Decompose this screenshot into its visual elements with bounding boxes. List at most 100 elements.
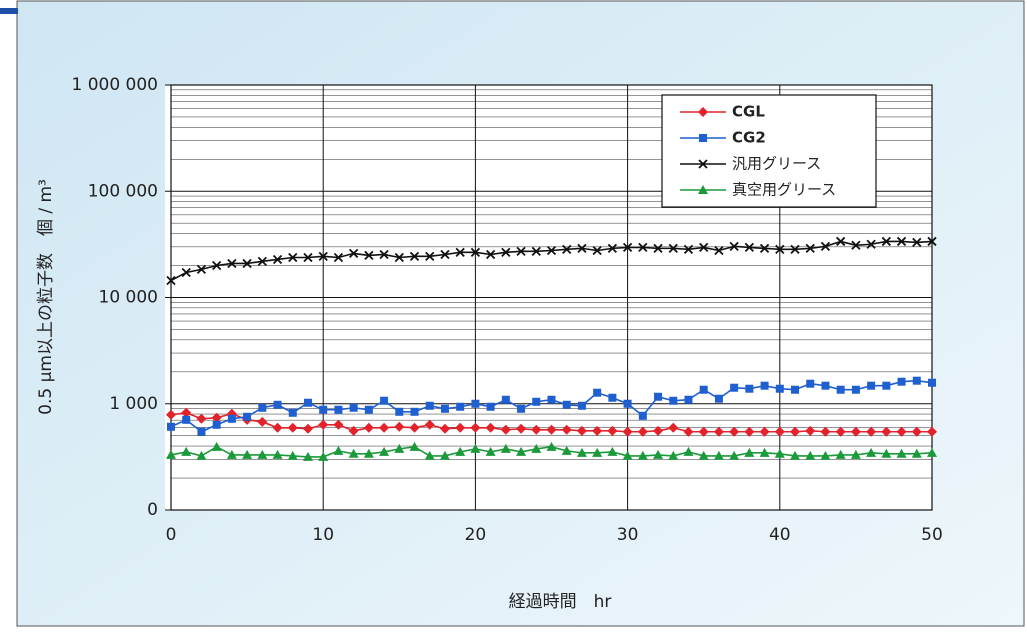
- marker: [196, 450, 207, 460]
- corner-bar: [0, 8, 18, 14]
- marker: [531, 246, 541, 256]
- legend-box: [661, 94, 877, 208]
- marker: [821, 381, 830, 390]
- marker: [409, 422, 420, 433]
- marker: [546, 424, 557, 435]
- legend-label: 真空用グリース: [732, 181, 836, 199]
- x-tick-label: 20: [465, 525, 487, 545]
- marker: [333, 419, 344, 430]
- legend-label: CGL: [732, 103, 765, 121]
- marker: [699, 134, 707, 142]
- marker: [439, 450, 450, 460]
- x-axis-label: 経過時間 hr: [509, 592, 612, 612]
- marker: [927, 236, 937, 247]
- y-axis-label: 0.5 μm以上の粒子数 個 / m³: [36, 179, 56, 415]
- marker: [607, 425, 618, 436]
- marker: [607, 446, 618, 456]
- marker: [486, 402, 495, 411]
- marker: [729, 241, 739, 251]
- marker: [576, 447, 587, 457]
- marker: [288, 408, 297, 417]
- marker: [928, 378, 936, 387]
- marker: [820, 450, 831, 460]
- marker: [790, 244, 800, 254]
- marker: [531, 443, 542, 453]
- marker: [456, 402, 465, 411]
- marker: [836, 385, 845, 394]
- marker: [364, 250, 374, 261]
- marker: [835, 426, 846, 437]
- marker: [850, 426, 861, 437]
- marker: [425, 251, 435, 261]
- marker: [820, 426, 831, 437]
- marker: [744, 426, 755, 437]
- marker: [851, 385, 860, 394]
- y-tick-label: 10 000: [99, 288, 158, 308]
- marker: [744, 242, 754, 253]
- marker: [212, 420, 221, 429]
- marker: [182, 415, 191, 424]
- x-tick-label: 50: [921, 525, 943, 545]
- marker: [516, 423, 527, 434]
- marker: [516, 446, 527, 456]
- marker: [379, 446, 390, 456]
- marker: [897, 377, 906, 386]
- marker: [348, 448, 359, 458]
- marker: [562, 244, 572, 254]
- plot-frame: [170, 84, 933, 511]
- marker: [181, 407, 192, 418]
- marker: [729, 450, 740, 460]
- marker: [698, 185, 708, 194]
- marker: [668, 450, 679, 460]
- y-tick-label: 1 000 000: [71, 75, 158, 95]
- marker: [166, 449, 176, 459]
- marker: [912, 376, 921, 385]
- marker: [288, 252, 298, 263]
- marker: [653, 449, 664, 459]
- marker: [424, 419, 435, 430]
- marker: [531, 424, 542, 435]
- marker: [348, 425, 359, 436]
- y-tick-label: 1 000: [109, 394, 158, 414]
- marker: [911, 448, 922, 458]
- marker: [439, 423, 450, 434]
- marker: [622, 450, 633, 460]
- marker: [303, 398, 312, 407]
- marker: [303, 252, 313, 263]
- marker: [257, 416, 268, 427]
- marker: [790, 426, 801, 437]
- marker: [257, 256, 267, 266]
- marker: [181, 446, 192, 456]
- marker: [211, 412, 222, 423]
- marker: [395, 407, 404, 416]
- marker: [577, 243, 587, 254]
- marker: [714, 394, 723, 403]
- marker: [257, 449, 268, 459]
- x-tick-label: 0: [166, 525, 177, 545]
- marker: [318, 419, 329, 430]
- marker: [424, 450, 435, 460]
- marker: [333, 252, 344, 263]
- marker: [363, 422, 374, 433]
- marker: [866, 239, 876, 249]
- x-tick-label: 10: [312, 525, 334, 545]
- marker: [820, 241, 831, 251]
- marker: [349, 248, 359, 259]
- marker: [273, 400, 282, 409]
- marker: [318, 451, 329, 461]
- marker: [196, 413, 207, 424]
- marker: [272, 449, 283, 459]
- marker: [394, 443, 405, 453]
- marker: [561, 445, 572, 455]
- marker: [440, 249, 450, 260]
- marker: [714, 245, 724, 256]
- marker: [698, 426, 709, 437]
- marker: [866, 447, 877, 457]
- marker: [485, 446, 496, 456]
- marker: [380, 396, 389, 405]
- marker: [775, 384, 784, 393]
- marker: [379, 422, 390, 433]
- marker: [455, 247, 465, 257]
- marker: [166, 275, 176, 286]
